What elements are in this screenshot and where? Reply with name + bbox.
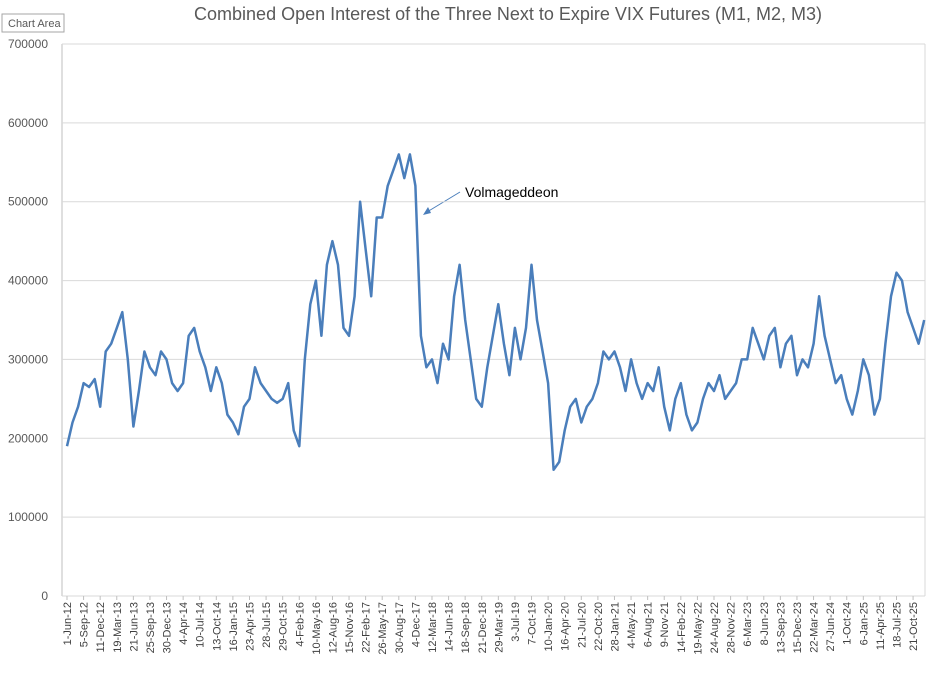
- x-tick-label: 19-Mar-13: [112, 602, 124, 653]
- x-tick-label: 4-Apr-14: [178, 602, 190, 645]
- x-tick-label: 10-May-16: [311, 602, 323, 655]
- x-tick-label: 18-Jul-25: [892, 602, 904, 648]
- x-tick-label: 9-Nov-21: [659, 602, 671, 647]
- x-tick-label: 12-Mar-18: [427, 602, 439, 653]
- x-tick-label: 12-Aug-16: [327, 602, 339, 653]
- x-tick-label: 3-Jul-19: [510, 602, 522, 642]
- x-tick-label: 4-Feb-16: [294, 602, 306, 647]
- arrow-head: [423, 207, 431, 215]
- x-tick-label: 15-Nov-16: [344, 602, 356, 653]
- x-tick-label: 21-Jul-20: [576, 602, 588, 648]
- x-tick-label: 6-Aug-21: [643, 602, 655, 647]
- y-tick-label: 500000: [8, 195, 48, 209]
- chart-title: Combined Open Interest of the Three Next…: [194, 4, 822, 24]
- x-tick-label: 6-Mar-23: [742, 602, 754, 647]
- x-tick-label: 13-Oct-14: [211, 602, 223, 651]
- x-tick-label: 11-Dec-12: [95, 602, 107, 653]
- x-tick-label: 30-Dec-13: [162, 602, 174, 653]
- x-tick-label: 15-Dec-23: [792, 602, 804, 653]
- x-tick-label: 28-Jan-21: [609, 602, 621, 652]
- x-tick-label: 16-Apr-20: [560, 602, 572, 651]
- x-tick-label: 5-Sep-12: [79, 602, 91, 647]
- x-tick-label: 14-Jun-18: [444, 602, 456, 652]
- x-tick-label: 28-Jul-15: [261, 602, 273, 648]
- x-tick-label: 21-Jun-13: [128, 602, 140, 652]
- x-tick-label: 1-Oct-24: [842, 602, 854, 645]
- x-tick-label: 22-Mar-24: [809, 602, 821, 653]
- x-tick-label: 25-Sep-13: [145, 602, 157, 653]
- x-tick-label: 1-Jun-12: [62, 602, 74, 645]
- x-tick-label: 6-Jan-25: [858, 602, 870, 645]
- x-tick-label: 21-Oct-25: [908, 602, 920, 651]
- x-tick-label: 22-Oct-20: [593, 602, 605, 651]
- x-tick-label: 14-Feb-22: [676, 602, 688, 653]
- x-tick-label: 10-Jul-14: [195, 602, 207, 648]
- x-tick-label: 22-Feb-17: [361, 602, 373, 653]
- y-tick-label: 600000: [8, 116, 48, 130]
- y-tick-label: 200000: [8, 431, 48, 445]
- y-tick-label: 0: [41, 589, 48, 603]
- y-tick-label: 400000: [8, 274, 48, 288]
- x-tick-label: 7-Oct-19: [527, 602, 539, 645]
- annotation: Volmageddeon: [465, 184, 558, 200]
- x-tick-label: 4-May-21: [626, 602, 638, 648]
- tooltip-box: [1, 13, 65, 33]
- x-tick-label: 29-Oct-15: [278, 602, 290, 651]
- x-tick-label: 11-Apr-25: [875, 602, 887, 650]
- x-tick-label: 16-Jan-15: [228, 602, 240, 652]
- x-tick-label: 23-Apr-15: [244, 602, 256, 651]
- x-tick-label: 13-Sep-23: [775, 602, 787, 653]
- x-tick-label: 18-Sep-18: [460, 602, 472, 653]
- x-tick-label: 8-Jun-23: [759, 602, 771, 645]
- tooltip: Chart Area: [8, 18, 61, 30]
- y-tick-label: 700000: [8, 37, 48, 51]
- y-tick-label: 300000: [8, 352, 48, 366]
- x-tick-label: 28-Nov-22: [726, 602, 738, 653]
- series-line: [65, 153, 926, 472]
- x-tick-label: 27-Jun-24: [825, 602, 837, 652]
- x-tick-label: 19-May-22: [692, 602, 704, 655]
- x-tick-label: 30-Aug-17: [394, 602, 406, 653]
- x-tick-label: 21-Dec-18: [477, 602, 489, 653]
- x-tick-label: 29-Mar-19: [493, 602, 505, 653]
- x-tick-label: 10-Jan-20: [543, 602, 555, 652]
- x-tick-label: 26-May-17: [377, 602, 389, 655]
- x-tick-label: 4-Dec-17: [410, 602, 422, 647]
- y-tick-label: 100000: [8, 510, 48, 524]
- x-tick-label: 24-Aug-22: [709, 602, 721, 653]
